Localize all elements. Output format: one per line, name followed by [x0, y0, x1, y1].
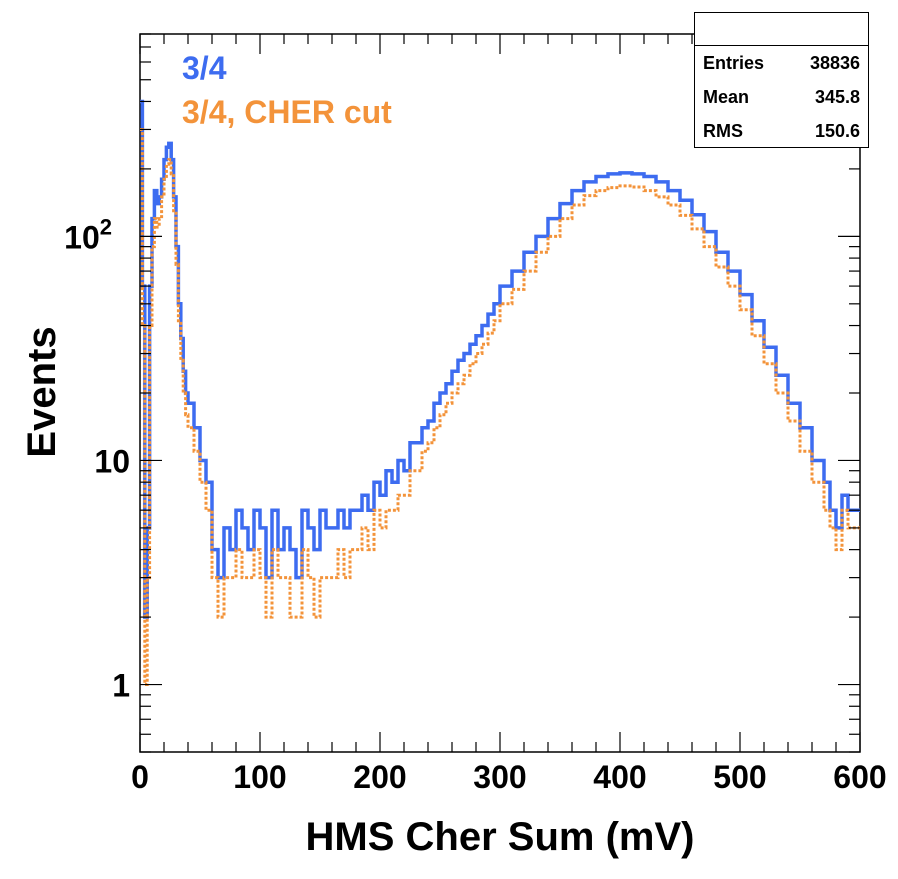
stats-row-mean: Mean 345.8 [695, 80, 868, 114]
stats-label: Entries [703, 52, 765, 73]
x-axis-label: HMS Cher Sum (mV) [306, 815, 695, 859]
legend-label: 3/4, CHER cut [182, 94, 392, 130]
legend-entry-series-1: 3/4 [182, 52, 226, 84]
legend-label: 3/4 [182, 50, 227, 86]
x-tick-label: 600 [833, 759, 886, 795]
x-tick-label: 200 [353, 759, 406, 795]
x-tick-label: 300 [473, 759, 526, 795]
stats-value: 150.6 [814, 120, 860, 141]
stats-row-entries: Entries 38836 [695, 46, 868, 80]
stats-label: Mean [703, 86, 750, 107]
stats-value: 38836 [809, 52, 860, 73]
series-line-2 [140, 128, 860, 686]
x-tick-label: 400 [593, 759, 646, 795]
stats-box: Entries 38836 Mean 345.8 RMS 150.6 [694, 12, 869, 148]
x-tick-label: 0 [131, 759, 149, 795]
stats-box-title [695, 13, 868, 46]
y-tick-label: 1 [112, 668, 130, 704]
x-tick-label: 100 [233, 759, 286, 795]
x-tick-label: 500 [713, 759, 766, 795]
stats-row-rms: RMS 150.6 [695, 114, 868, 148]
y-axis-label: Events [20, 326, 64, 457]
stats-label: RMS [703, 120, 743, 141]
y-tick-label: 102 [64, 214, 112, 255]
stats-value: 345.8 [814, 86, 860, 107]
legend-entry-series-2: 3/4, CHER cut [182, 96, 392, 128]
series-line-1 [140, 99, 860, 619]
y-tick-label: 10 [94, 443, 130, 479]
